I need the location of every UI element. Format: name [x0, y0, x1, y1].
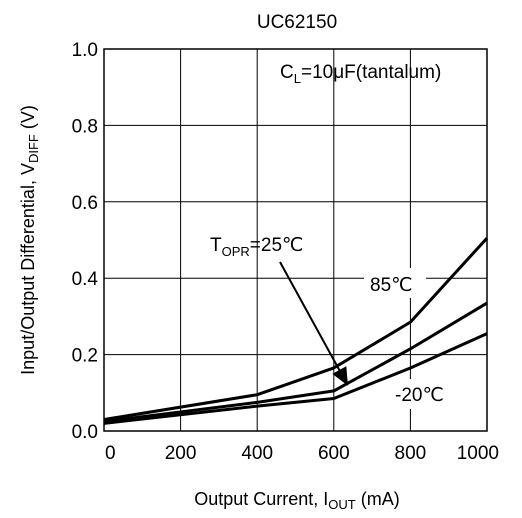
x-tick-labels: 0 200 400 600 800 1000: [105, 443, 499, 464]
x-tick-label: 200: [165, 443, 197, 464]
x-tick-label: 800: [395, 443, 427, 464]
label-85-background: [364, 268, 426, 298]
y-tick-label: 0.6: [72, 193, 98, 214]
y-tick-label: 0.8: [72, 116, 98, 137]
x-tick-label: 0: [105, 443, 116, 464]
series-line-2: [103, 332, 488, 425]
x-axis-label: Output Current, IOUT (mA): [194, 489, 400, 512]
series-line-1: [103, 301, 488, 423]
label-m20: -20℃: [395, 385, 444, 406]
topr-annotation: TOPR=25℃: [210, 235, 303, 259]
y-tick-label: 0.2: [72, 346, 98, 367]
label-85: 85℃: [370, 275, 412, 296]
condition-annotation: CL=10μF(tantalum): [280, 62, 441, 86]
x-tick-label: 1000: [457, 443, 499, 464]
x-tick-label: 600: [318, 443, 350, 464]
y-tick-label: 1.0: [72, 40, 98, 61]
plot-frame: [103, 48, 488, 432]
y-axis-label: Input/Output Differential, VDIFF (V): [18, 105, 41, 375]
label-m20-background: [390, 379, 454, 409]
y-tick-label: 0.0: [72, 422, 98, 443]
y-tick-label: 0.4: [72, 269, 99, 290]
topr-arrow: [279, 261, 348, 386]
x-tick-label: 400: [241, 443, 273, 464]
y-tick-labels: 0.0 0.2 0.4 0.6 0.8 1.0: [72, 40, 99, 443]
chart-title: UC62150: [257, 12, 337, 33]
